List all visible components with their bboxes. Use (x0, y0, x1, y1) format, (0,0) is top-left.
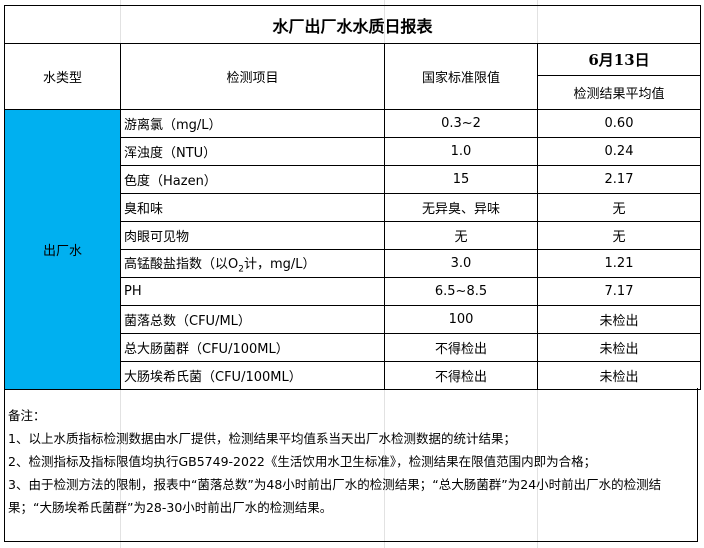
header-date: 6月13日 (536, 43, 702, 76)
header-water-type: 水类型 (4, 43, 121, 110)
item-cell: PH (120, 277, 385, 306)
item-cell: 色度（Hazen） (120, 165, 385, 194)
item-cell: 菌落总数（CFU/ML） (120, 305, 385, 334)
notes: 备注： 1、以上水质指标检测数据由水厂提供，检测结果平均值系当天出厂水检测数据的… (4, 388, 698, 542)
header-item: 检测项目 (120, 43, 385, 110)
item-cell: 臭和味 (120, 193, 385, 222)
table-row: 出厂水 游离氯（mg/L） 0.3~2 0.60 (4, 109, 702, 390)
item-cell: 浑浊度（NTU） (120, 137, 385, 166)
table-row: 肉眼可见物无无 (5, 221, 702, 250)
item-cell: 高锰酸盐指数（以O2计，mg/L） (120, 249, 385, 278)
result-cell: 0.24 (536, 137, 702, 166)
note-line: 1、以上水质指标检测数据由水厂提供，检测结果平均值系当天出厂水检测数据的统计结果… (8, 431, 516, 446)
item-cell: 游离氯（mg/L） (120, 109, 385, 138)
table-row: PH 6.5~8.5 7.17 (5, 277, 702, 306)
header-result: 检测结果平均值 (536, 75, 702, 110)
header-standard: 国家标准限值 (384, 43, 538, 110)
standard-cell: 无异臭、异味 (384, 193, 538, 222)
result-cell: 0.60 (536, 109, 702, 138)
standard-cell: 不得检出 (384, 361, 538, 390)
result-cell: 1.21 (536, 249, 702, 278)
table-row: 色度（Hazen） 15 2.17 (5, 165, 702, 194)
result-cell: 无 (536, 193, 702, 222)
standard-cell: 1.0 (384, 137, 538, 166)
note-line: 3、由于检测方法的限制，报表中“菌落总数”为48小时前出厂水的检测结果；“总大肠… (8, 477, 662, 515)
table-row: 菌落总数（CFU/ML） 100 未检出 (5, 305, 702, 334)
standard-cell: 无 (384, 221, 538, 250)
table-row: 总大肠菌群（CFU/100ML） 不得检出 未检出 (5, 333, 702, 362)
standard-cell: 100 (384, 305, 538, 334)
standard-cell: 6.5~8.5 (384, 277, 538, 306)
result-cell: 未检出 (536, 361, 702, 390)
standard-cell: 15 (384, 165, 538, 194)
result-cell: 无 (536, 221, 702, 250)
standard-cell: 3.0 (384, 249, 538, 278)
table-row: 大肠埃希氏菌（CFU/100ML） 不得检出 未检出 (5, 361, 702, 390)
item-cell: 肉眼可见物 (120, 221, 385, 250)
result-cell: 2.17 (536, 165, 702, 194)
standard-cell: 0.3~2 (384, 109, 538, 138)
report-title: 水厂出厂水水质日报表 (3, 5, 702, 44)
item-cell: 大肠埃希氏菌（CFU/100ML） (120, 361, 385, 390)
result-cell: 7.17 (536, 277, 702, 306)
result-cell: 未检出 (536, 333, 702, 362)
water-quality-table: 水厂出厂水水质日报表 水类型 检测项目 国家标准限值 6月13日 检测结果平均值… (3, 5, 702, 390)
water-type-cell: 出厂水 (4, 109, 121, 390)
standard-cell: 不得检出 (384, 333, 538, 362)
item-cell: 总大肠菌群（CFU/100ML） (120, 333, 385, 362)
table-row: 高锰酸盐指数（以O2计，mg/L） 3.0 1.21 (5, 249, 702, 278)
note-line: 备注： (8, 408, 46, 423)
result-cell: 未检出 (536, 305, 702, 334)
note-line: 2、检测指标及指标限值均执行GB5749-2022《生活饮用水卫生标准》，检测结… (8, 454, 597, 469)
